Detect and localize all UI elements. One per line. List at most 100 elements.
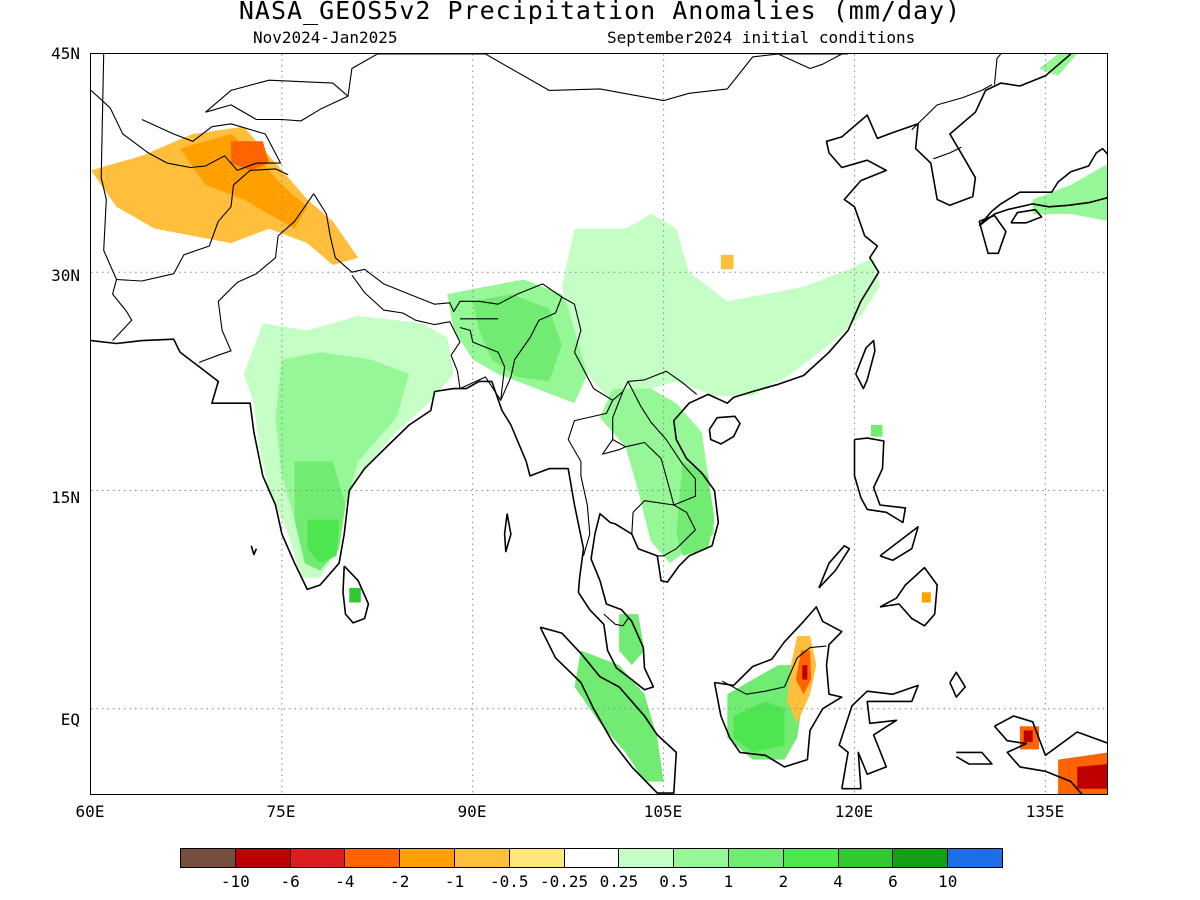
border-china-russia-ne: [993, 54, 1002, 85]
anomaly-png-dry-peak: [1077, 764, 1107, 789]
coastline-sulawesi: [838, 684, 919, 790]
colorbar-label-10: 2: [778, 872, 789, 891]
colorbar-label-0: -10: [220, 872, 250, 891]
border-china-north: [347, 54, 849, 102]
colorbar-swatch-2: [289, 848, 346, 868]
lon-label-105e: 105E: [643, 802, 683, 821]
anomaly-pakistan-dry: [91, 126, 359, 265]
coastline-andaman: [503, 513, 512, 553]
colorbar-swatch-12: [837, 848, 894, 868]
anomaly-philippines-wet: [871, 425, 883, 437]
lat-label-eq: EQ: [60, 710, 80, 729]
border-nepal-india: [351, 274, 450, 326]
lon-label-60e: 60E: [75, 802, 105, 821]
border-malay-thai: [603, 613, 629, 627]
lon-label-75e: 75E: [266, 802, 296, 821]
map-title: NASA_GEOS5v2 Precipitation Anomalies (mm…: [238, 0, 962, 25]
border-pak-india: [199, 193, 315, 363]
colorbar-swatch-9: [673, 848, 729, 868]
lon-label-120e: 120E: [834, 802, 874, 821]
colorbar-swatch-5: [453, 848, 510, 868]
coastline-palawan: [818, 544, 851, 589]
anomaly-shading: [91, 54, 1107, 794]
coastline-borneo: [713, 606, 843, 768]
border-myanmar-india: [500, 296, 563, 401]
border-tajik-uzbek: [141, 118, 282, 171]
lat-label-45n: 45N: [51, 44, 80, 63]
lon-label-90e: 90E: [457, 802, 487, 821]
anomaly-india-tip: [307, 519, 340, 564]
colorbar-swatch-8: [618, 848, 675, 868]
colorbar-swatch-11: [782, 848, 839, 868]
anomaly-ne-india-core: [472, 294, 562, 382]
border-myanmar-thai: [567, 400, 614, 557]
colorbar-swatch-14: [947, 848, 1003, 868]
coastline-sumatra: [539, 626, 678, 794]
anomaly-srilanka-wet: [349, 587, 361, 603]
anomaly-malaya-wet: [619, 614, 645, 666]
anomaly-mindanao-dry: [921, 592, 931, 603]
colorbar-label-11: 4: [833, 872, 843, 891]
border-korea-dmz: [933, 146, 962, 160]
anomaly-borneo-core: [733, 701, 785, 753]
colorbar-swatch-0: [180, 848, 236, 868]
coastline-shikoku: [1010, 208, 1043, 224]
anomaly-vietnam-core: [676, 461, 715, 556]
coastline-kyushu: [978, 214, 1007, 255]
anomaly-china-wet: [561, 214, 880, 404]
coastline-kyushu-honshu: [978, 147, 1107, 227]
coastline-srilanka: [342, 565, 370, 624]
anomaly-tibet-dry: [720, 254, 734, 270]
coastline-maluku: [949, 671, 967, 698]
anomaly-pakistan-dry-core: [180, 134, 308, 229]
border-afghan-pak: [116, 168, 289, 282]
colorbar-swatch-1: [234, 848, 291, 868]
colorbar-swatch-4: [399, 848, 455, 868]
colorbar-label-5: -0.5: [490, 872, 529, 891]
colorbar-swatch-6: [508, 848, 565, 868]
precipitation-anomaly-map: [91, 54, 1107, 794]
colorbar-label-8: 0.5: [659, 872, 689, 891]
coastline-seram: [955, 751, 993, 765]
colorbar-swatch-13: [892, 848, 949, 868]
colorbar-label-1: -6: [280, 872, 300, 891]
border-himalaya: [313, 193, 698, 401]
border-kyrgyz-kazakh: [205, 79, 349, 122]
coastline-mindanao: [879, 566, 939, 627]
border-turkmen: [91, 89, 168, 164]
coastline-india-coast: [179, 54, 1072, 691]
coastlines: [91, 54, 1107, 794]
border-thai-laos: [601, 439, 626, 455]
colorbar-label-9: 1: [723, 872, 734, 891]
lat-label-30n: 30N: [51, 266, 80, 285]
coastline-taiwan: [855, 339, 876, 390]
colorbar-label-4: -1: [444, 872, 465, 891]
map-panel: [90, 53, 1108, 795]
coastline-visayas: [879, 525, 919, 562]
colorbar-label-7: 0.25: [599, 872, 639, 891]
anomaly-sumatra-wet: [574, 650, 664, 782]
border-bangladesh: [449, 321, 506, 401]
anomaly-borneo-dry-peak: [802, 665, 808, 680]
anomaly-newguinea-dry-peak: [1023, 730, 1033, 743]
colorbar-label-2: -4: [335, 872, 355, 891]
coastline-lakshadweep: [250, 545, 258, 556]
forecast-period: Nov2024-Jan2025: [253, 28, 398, 47]
border-cambodia: [631, 500, 696, 557]
colorbar: [180, 848, 1003, 869]
coastline-arabian-coast: [91, 338, 181, 353]
graticule: [91, 54, 1107, 794]
colorbar-swatch-3: [344, 848, 401, 868]
country-borders: [91, 54, 1002, 695]
colorbar-label-12: 6: [888, 872, 898, 891]
colorbar-label-13: 10: [938, 872, 958, 891]
colorbar-label-3: -2: [390, 872, 410, 891]
coastline-hainan: [708, 415, 741, 445]
border-mongolia-east: [777, 54, 843, 70]
lon-label-135e: 135E: [1025, 802, 1065, 821]
lat-label-15n: 15N: [51, 488, 80, 507]
coastline-newguinea: [993, 715, 1107, 794]
colorbar-swatch-7: [563, 848, 620, 868]
border-borneo-border: [721, 645, 827, 695]
colorbar-swatch-10: [727, 848, 784, 868]
